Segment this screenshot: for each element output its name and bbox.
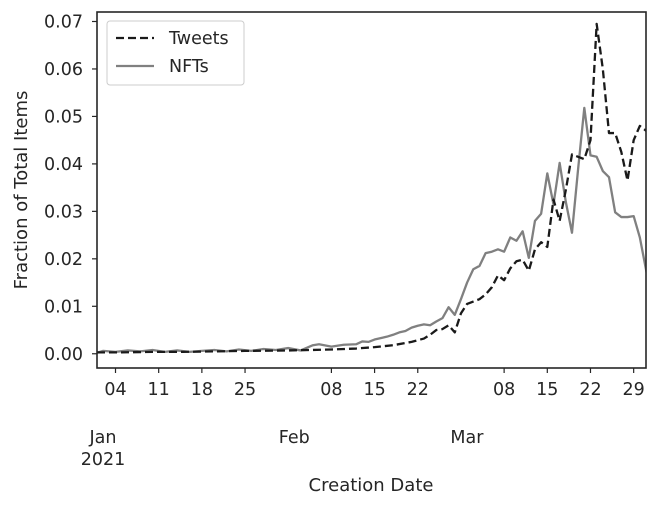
year-tick-label: 2021 <box>81 450 126 470</box>
y-axis-ticks: 0.00 0.01 0.02 0.03 0.04 0.05 0.06 0.07 <box>44 12 97 365</box>
x-tick-label: 15 <box>536 380 558 400</box>
x-tick-label: 04 <box>104 380 126 400</box>
y-tick-label: 0.05 <box>44 107 83 127</box>
x-tick-label: 22 <box>407 380 429 400</box>
y-tick-label: 0.02 <box>44 250 83 270</box>
x-tick-label: 18 <box>191 380 213 400</box>
series-line-tweets <box>97 22 646 354</box>
plot-frame <box>96 11 647 369</box>
x-tick-label: 08 <box>493 380 515 400</box>
x-axis-label: Creation Date <box>309 475 434 496</box>
y-tick-label: 0.00 <box>44 345 83 365</box>
x-tick-label: 15 <box>363 380 385 400</box>
legend: Tweets NFTs <box>106 20 245 86</box>
y-tick-label: 0.04 <box>44 155 83 175</box>
y-axis-label: Fraction of Total Items <box>11 91 32 290</box>
x-tick-label: 22 <box>579 380 601 400</box>
series-layer <box>97 22 646 354</box>
x-tick-label: 08 <box>320 380 342 400</box>
y-tick-label: 0.01 <box>44 297 83 317</box>
legend-label-tweets: Tweets <box>168 29 229 49</box>
legend-label-nfts: NFTs <box>169 57 209 77</box>
y-tick-label: 0.07 <box>44 12 83 32</box>
month-tick-label: Jan <box>89 428 117 448</box>
y-tick-label: 0.06 <box>44 60 83 80</box>
month-tick-label: Mar <box>450 428 484 448</box>
month-tick-label: Feb <box>279 428 310 448</box>
x-tick-label: 25 <box>234 380 256 400</box>
x-tick-label: 29 <box>623 380 645 400</box>
x-tick-label: 11 <box>148 380 170 400</box>
y-tick-label: 0.03 <box>44 202 83 222</box>
